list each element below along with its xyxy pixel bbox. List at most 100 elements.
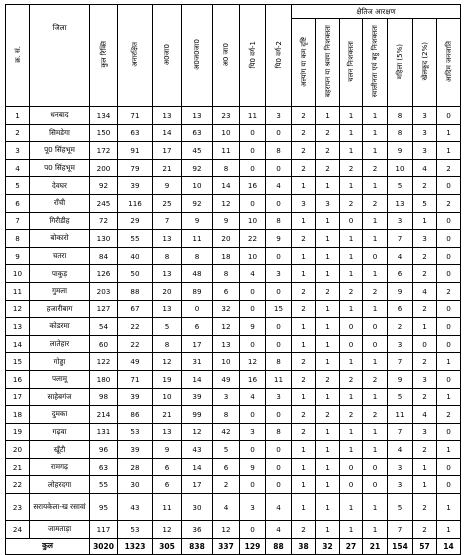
cell-value: 2: [412, 520, 437, 539]
cell-value: 1: [291, 387, 316, 407]
cell-value: 7: [387, 520, 413, 539]
table-header: क्र. सं. जिला कुल रिक्ति अनारक्षित अ0जा0…: [5, 4, 462, 107]
cell-value: 30: [117, 475, 153, 495]
cell-value: 0: [239, 520, 266, 539]
cell-value: 0: [239, 334, 266, 354]
cell-value: 54: [89, 317, 118, 336]
cell-value: 0: [265, 457, 292, 477]
cell-district: सिमडेगा: [29, 123, 90, 143]
cell-value: 92: [181, 158, 213, 178]
cell-value: 2: [412, 176, 437, 195]
cell-value: 9: [181, 211, 213, 231]
cell-value: 3: [291, 193, 316, 213]
cell-value: 1: [339, 352, 363, 371]
cell-value: 1: [362, 352, 388, 371]
cell-value: 2: [315, 158, 340, 178]
cell-value: 12: [212, 520, 240, 539]
cell-sn: 18: [5, 405, 30, 424]
table-row: 9 चतरा 84 40 8 8 18 10 0 1 1 1 0 4 2 0: [5, 246, 462, 266]
cell-value: 9: [152, 440, 182, 459]
cell-value: 2: [315, 123, 340, 143]
cell-value: 1: [435, 440, 462, 459]
cell-value: 2: [291, 158, 316, 178]
cell-value: 0: [265, 158, 292, 178]
cell-value: 9: [387, 281, 413, 301]
total-value: 129: [239, 537, 266, 555]
cell-value: 0: [239, 440, 266, 459]
cell-value: 1: [362, 106, 388, 125]
header-st: अ0ज0जा0: [181, 4, 213, 107]
cell-value: 53: [117, 520, 153, 539]
cell-value: 2: [435, 158, 462, 178]
cell-value: 3: [239, 422, 266, 442]
cell-value: 6: [387, 299, 413, 319]
cell-value: 14: [212, 176, 240, 195]
cell-value: 88: [117, 281, 153, 301]
cell-value: 2: [435, 193, 462, 213]
cell-district: रामगढ़: [29, 457, 90, 477]
cell-value: 1: [339, 123, 363, 143]
cell-value: 2: [291, 281, 316, 301]
cell-district: देवघर: [29, 176, 90, 195]
table-row: 22 लोहरदगा 55 30 6 17 2 0 0 1 1 0 0 3 1 0: [5, 475, 462, 495]
cell-district: पाकुड़: [29, 264, 90, 283]
cell-value: 0: [362, 317, 388, 336]
cell-value: 4: [387, 440, 413, 459]
header-h-pvtg: आदिम जनजाति: [435, 18, 462, 107]
cell-value: 1: [315, 440, 340, 459]
table-footer: कुल 3020 1323 305 838 337 129 88 38 32 27 21 154 57 1…: [5, 537, 462, 555]
cell-value: 0: [435, 422, 462, 442]
cell-value: 42: [212, 422, 240, 442]
cell-value: 9: [387, 369, 413, 389]
cell-value: 1: [435, 493, 462, 522]
cell-value: 1: [315, 475, 340, 495]
cell-value: 13: [212, 334, 240, 354]
cell-value: 1: [362, 141, 388, 160]
cell-value: 7: [152, 211, 182, 231]
cell-sn: 23: [5, 493, 30, 522]
cell-value: 0: [265, 317, 292, 336]
cell-value: 2: [412, 440, 437, 459]
cell-value: 1: [339, 440, 363, 459]
cell-value: 45: [181, 141, 213, 160]
cell-value: 5: [412, 193, 437, 213]
cell-value: 0: [339, 475, 363, 495]
cell-value: 131: [89, 422, 118, 442]
cell-value: 22: [239, 229, 266, 248]
cell-value: 8: [265, 141, 292, 160]
cell-value: 0: [239, 405, 266, 424]
cell-value: 67: [117, 299, 153, 319]
cell-value: 12: [212, 317, 240, 336]
cell-value: 0: [339, 211, 363, 231]
cell-value: 10: [239, 211, 266, 231]
table-row: 19 गढ़वा 131 53 13 12 42 3 8 2 1 1 1 7 3 0: [5, 422, 462, 442]
cell-value: 13: [387, 193, 413, 213]
cell-value: 55: [89, 475, 118, 495]
cell-value: 43: [181, 440, 213, 459]
cell-value: 50: [117, 264, 153, 283]
cell-value: 1: [291, 176, 316, 195]
table-row: 10 पाकुड़ 126 50 13 48 8 4 3 1 1 1 1 6 2 0: [5, 264, 462, 283]
cell-value: 11: [212, 141, 240, 160]
cell-value: 5: [387, 176, 413, 195]
cell-value: 89: [181, 281, 213, 301]
cell-value: 2: [291, 369, 316, 389]
cell-value: 13: [181, 106, 213, 125]
cell-value: 4: [265, 176, 292, 195]
cell-value: 1: [291, 493, 316, 522]
cell-value: 1: [435, 387, 462, 407]
cell-value: 2: [291, 123, 316, 143]
cell-value: 2: [339, 405, 363, 424]
table-row: 1 धनबाद 134 71 13 13 23 11 3 2 1 1 1 8 3 0: [5, 106, 462, 125]
cell-value: 8: [212, 405, 240, 424]
table-row: 20 खूँटी 96 39 9 43 5 0 0 1 1 1 1 4 2 1: [5, 440, 462, 459]
cell-value: 29: [117, 211, 153, 231]
cell-value: 39: [181, 387, 213, 407]
cell-value: 11: [265, 369, 292, 389]
cell-value: 48: [181, 264, 213, 283]
cell-value: 31: [181, 352, 213, 371]
cell-value: 2: [291, 422, 316, 442]
total-row: कुल 3020 1323 305 838 337 129 88 38 32 27 21 154 57 1…: [5, 537, 462, 555]
cell-value: 1: [412, 475, 437, 495]
cell-value: 116: [117, 193, 153, 213]
